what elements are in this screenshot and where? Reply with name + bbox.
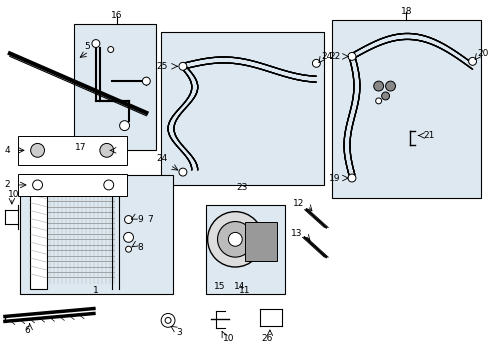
Text: 5: 5 [84,42,90,51]
Text: 18: 18 [400,8,411,17]
Circle shape [347,53,355,60]
Text: 24: 24 [157,154,168,163]
Text: 17: 17 [75,143,87,152]
Text: 21: 21 [422,131,434,140]
Circle shape [100,143,114,157]
Bar [20,175,173,294]
Text: 23: 23 [236,183,247,192]
Circle shape [468,57,476,65]
Text: 9: 9 [137,215,143,224]
Text: 13: 13 [290,229,302,238]
Text: 25: 25 [156,62,168,71]
Circle shape [161,314,175,327]
Circle shape [123,233,133,242]
Bar [205,205,284,294]
Bar [18,135,126,165]
Circle shape [179,168,186,176]
Circle shape [31,143,44,157]
Bar [161,32,324,185]
Circle shape [217,221,253,257]
Text: 2: 2 [4,180,10,189]
Circle shape [207,212,263,267]
Circle shape [125,246,131,252]
Circle shape [312,59,320,67]
Text: 22: 22 [329,52,341,61]
Text: 8: 8 [137,243,143,252]
Circle shape [103,180,114,190]
Circle shape [375,98,381,104]
Circle shape [165,318,171,323]
Circle shape [373,81,383,91]
Text: 19: 19 [328,174,340,183]
Text: 6: 6 [25,326,30,335]
Circle shape [228,233,242,246]
Text: 4: 4 [4,146,10,155]
Text: 15: 15 [213,282,225,291]
Circle shape [347,174,355,182]
Bar [331,20,480,198]
Circle shape [124,216,132,224]
Text: 24: 24 [321,52,332,61]
Text: 7: 7 [147,215,153,224]
Text: 3: 3 [176,328,182,337]
Text: 1: 1 [93,286,99,295]
Circle shape [120,121,129,131]
Text: 12: 12 [292,199,304,208]
Text: 16: 16 [111,12,122,21]
Circle shape [142,77,150,85]
Circle shape [33,180,42,190]
Circle shape [381,92,389,100]
Circle shape [179,62,186,70]
Text: 14: 14 [233,282,244,291]
Text: 11: 11 [239,286,250,295]
Bar [74,24,156,150]
Text: 10: 10 [8,190,20,199]
Bar [18,174,126,196]
Circle shape [107,46,114,53]
Text: 20: 20 [477,49,488,58]
Bar [244,221,276,261]
Text: 10: 10 [222,334,233,343]
Bar [30,185,47,289]
Circle shape [92,40,100,48]
Text: 26: 26 [261,334,272,343]
Text: ←: ← [20,148,21,152]
Circle shape [385,81,395,91]
